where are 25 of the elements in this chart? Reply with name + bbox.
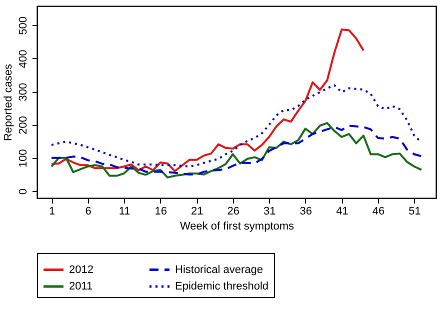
x-tick-label: 11 <box>118 206 130 218</box>
x-tick-label: 6 <box>85 206 92 218</box>
x-tick-label: 31 <box>264 206 276 218</box>
x-tick-label: 36 <box>300 206 312 218</box>
x-tick-label: 1 <box>48 206 56 218</box>
x-tick-label: 51 <box>408 206 421 218</box>
y-tick-label: 0 <box>18 188 30 195</box>
x-tick-label: 26 <box>227 206 240 218</box>
legend-label: Epidemic threshold <box>175 280 269 292</box>
y-tick-label: 300 <box>18 82 30 102</box>
line-series <box>50 28 364 172</box>
y-tick-label: 200 <box>18 116 30 134</box>
x-tick-label: 21 <box>190 206 204 218</box>
x-tick-label: 16 <box>154 206 167 218</box>
legend-label: 2012 <box>69 264 94 276</box>
y-tick-label: 500 <box>18 16 30 35</box>
x-axis-title: Week of first symptoms <box>180 220 295 232</box>
x-tick-label: 46 <box>372 206 385 218</box>
y-tick-label: 400 <box>18 50 30 68</box>
legend-label: 2011 <box>69 280 93 292</box>
x-tick-label: 41 <box>336 206 348 218</box>
line-series <box>50 84 422 168</box>
legend-label: Historical average <box>175 264 264 276</box>
y-tick-label: 100 <box>18 149 30 168</box>
y-axis-title: Reported cases <box>2 63 14 142</box>
